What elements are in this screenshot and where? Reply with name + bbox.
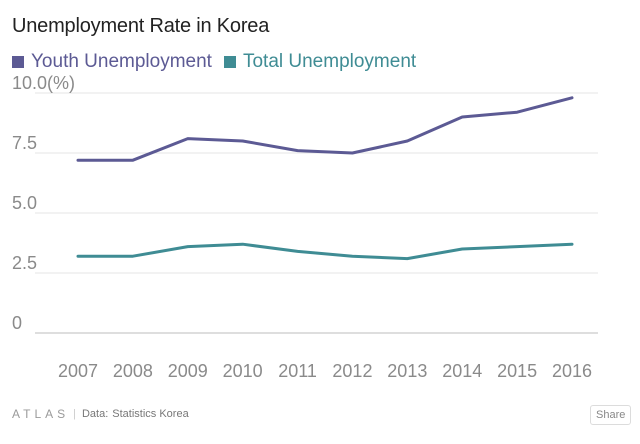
legend-swatch-youth	[12, 56, 24, 68]
chart-footer: ATLAS | Data: Statistics Korea	[12, 407, 189, 421]
x-tick-label: 2014	[442, 361, 482, 381]
x-tick-label: 2015	[497, 361, 537, 381]
legend-item-total: Total Unemployment	[223, 51, 417, 73]
x-tick-label: 2011	[278, 361, 317, 381]
y-tick-label: 0	[12, 313, 22, 333]
legend-label-total: Total Unemployment	[242, 51, 417, 72]
line-chart: 0 2.5 5.0 7.5 10.0(%) 2007 2008 2009 2010 2011 201…	[12, 73, 598, 381]
x-tick-label: 2012	[332, 361, 372, 381]
x-tick-label: 2010	[223, 361, 263, 381]
x-tick-label: 2009	[168, 361, 208, 381]
y-tick-label: 2.5	[12, 253, 37, 273]
legend-item-youth: Youth Unemployment	[12, 51, 212, 73]
y-tick-label: 7.5	[12, 133, 37, 153]
chart-legend: Youth Unemployment Total Unemployment	[12, 51, 428, 73]
chart-title: Unemployment Rate in Korea	[12, 15, 270, 37]
series-line-youth	[76, 96, 574, 162]
x-tick-label: 2008	[113, 361, 153, 381]
legend-label-youth: Youth Unemployment	[31, 51, 212, 72]
x-tick-label: 2016	[552, 361, 592, 381]
source-text: Statistics Korea	[112, 408, 189, 420]
y-tick-label: 10.0(%)	[12, 73, 75, 93]
legend-swatch-total	[223, 56, 236, 68]
x-tick-label: 2007	[58, 361, 98, 381]
series-line-total	[76, 242, 574, 261]
share-button[interactable]: Share	[590, 405, 632, 425]
footer-separator: |	[73, 408, 76, 420]
source-label: Data:	[81, 408, 109, 420]
atlas-logo: ATLAS	[12, 407, 70, 421]
x-tick-label: 2013	[387, 361, 427, 381]
y-tick-label: 5.0	[12, 193, 37, 213]
